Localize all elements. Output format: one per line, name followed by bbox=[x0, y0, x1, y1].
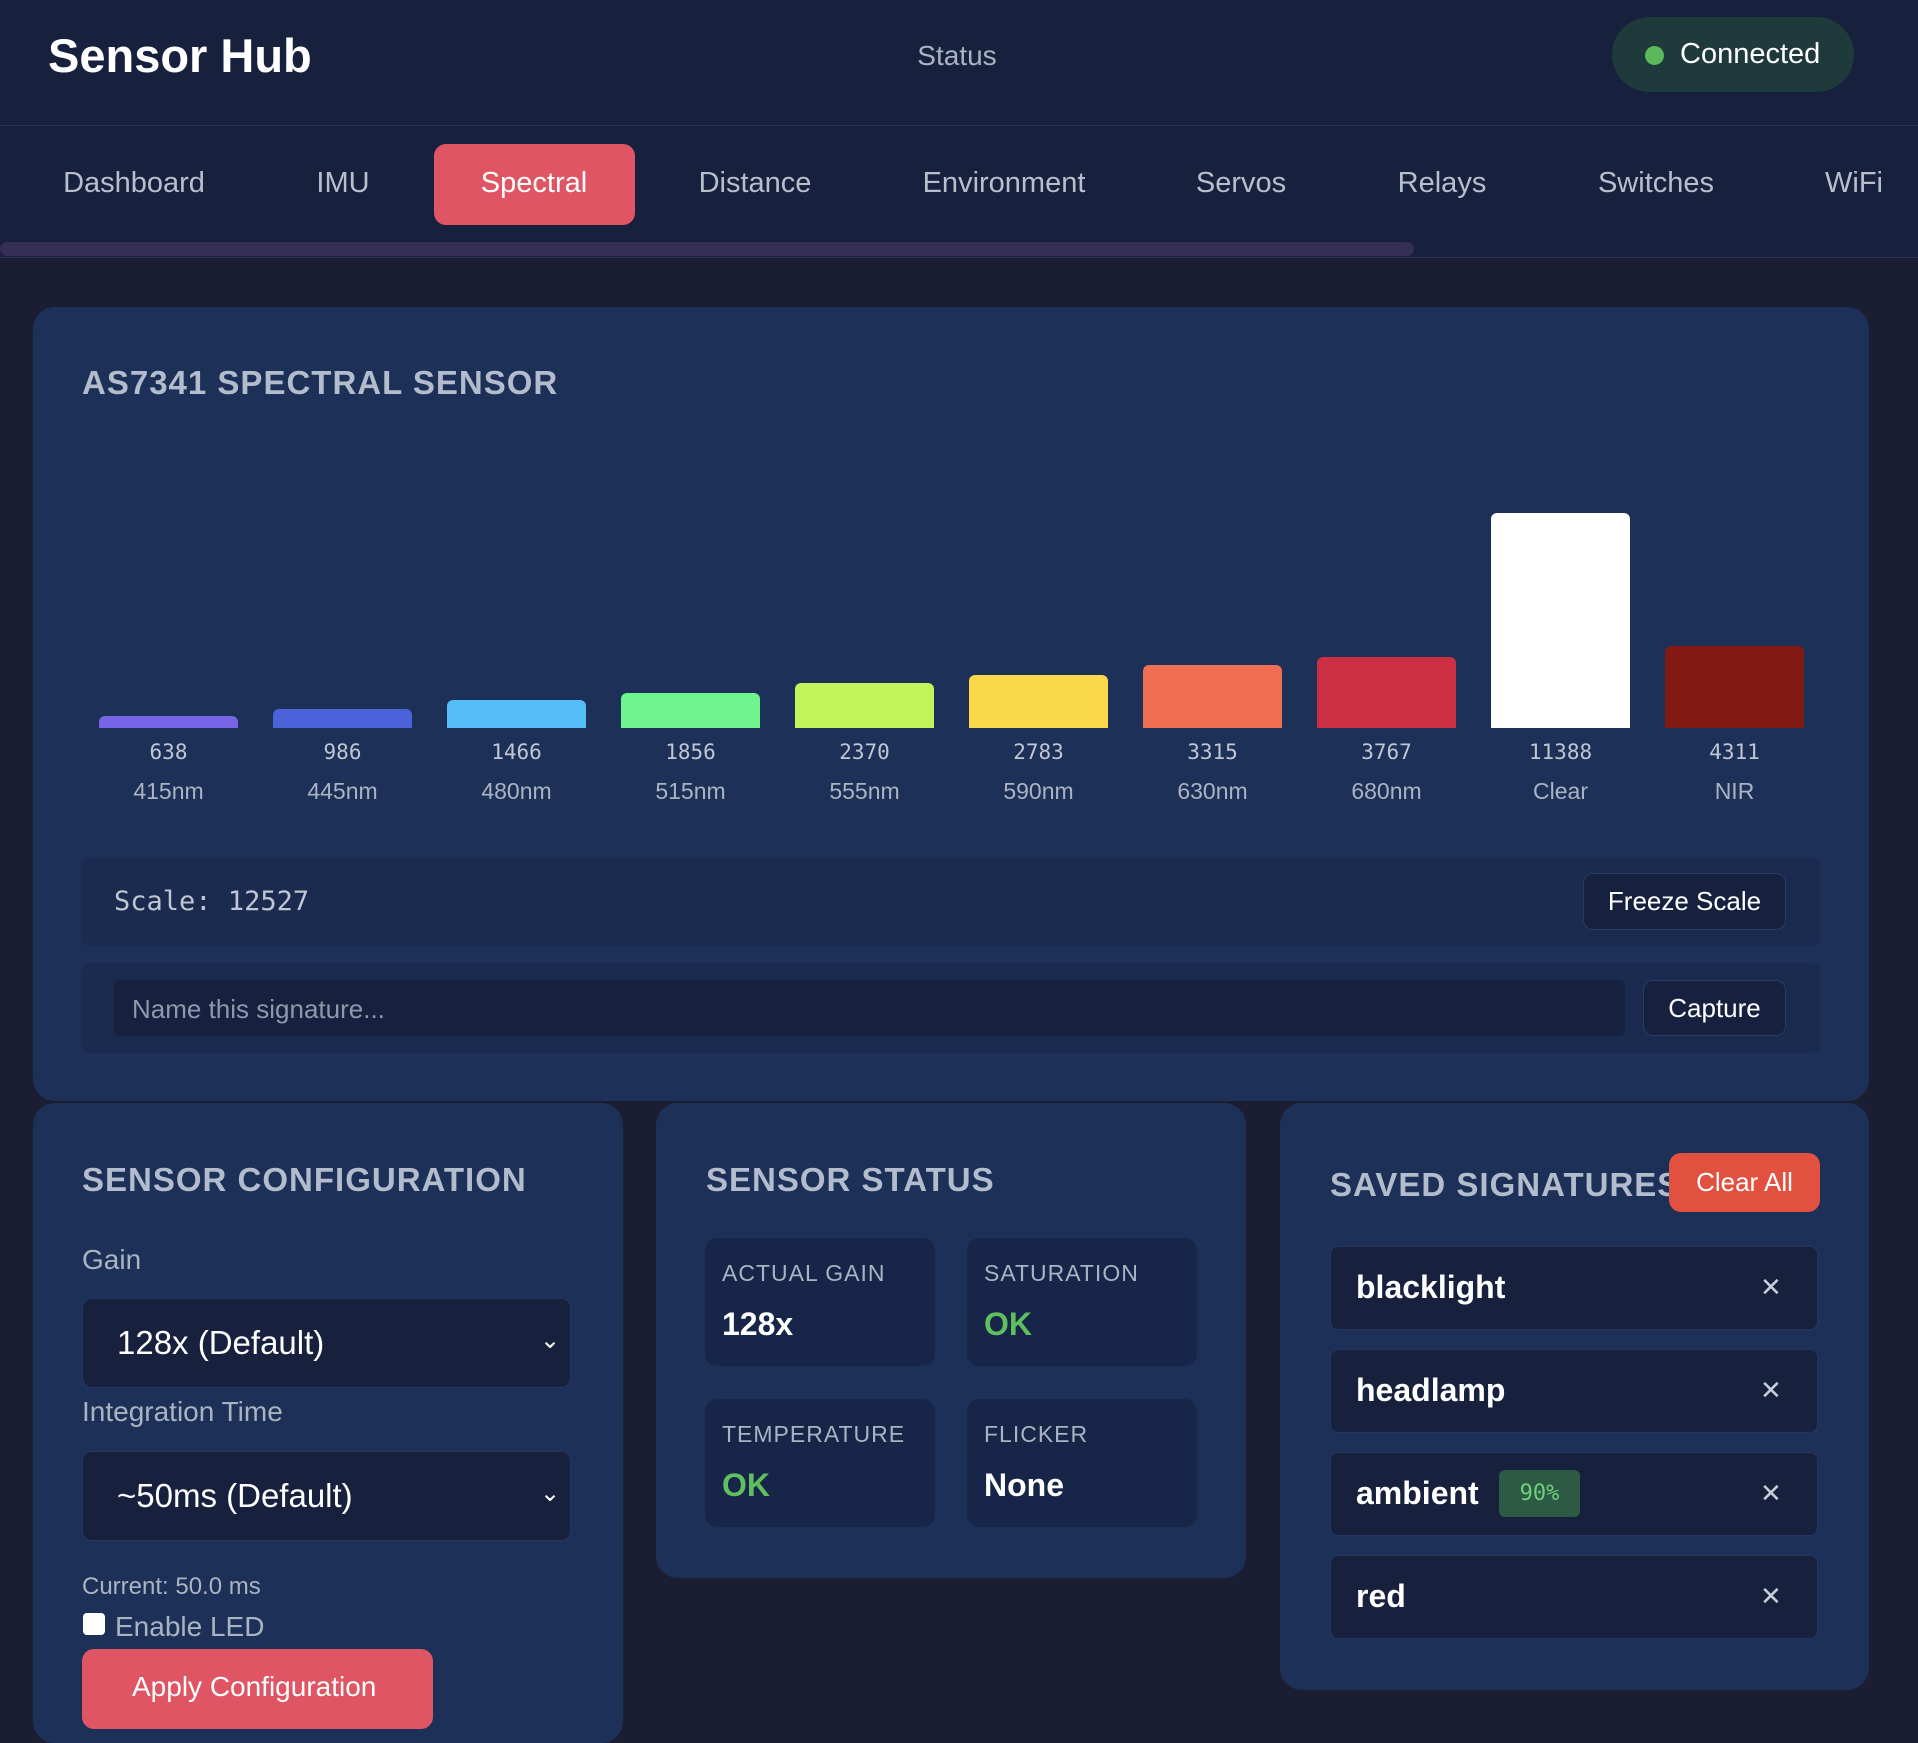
field-label: Integration Time bbox=[82, 1396, 283, 1427]
tab[interactable]: IMU bbox=[316, 167, 370, 199]
signature-item bbox=[1330, 1349, 1818, 1433]
category-label: 630nm bbox=[1177, 778, 1248, 804]
card-title: SENSOR CONFIGURATION bbox=[82, 1161, 527, 1198]
config-card bbox=[33, 1103, 623, 1743]
tab[interactable]: Servos bbox=[1195, 167, 1287, 199]
value-label: 2783 bbox=[1013, 740, 1064, 764]
bar bbox=[1491, 512, 1630, 728]
value-label: 1856 bbox=[665, 740, 716, 764]
value-label: 638 bbox=[149, 740, 188, 764]
tile-value: 128x bbox=[722, 1306, 794, 1342]
scale-label: Scale: bbox=[114, 886, 212, 917]
bar bbox=[1317, 656, 1456, 728]
active-tab-bg bbox=[434, 144, 635, 225]
led-label: Enable LED bbox=[115, 1611, 265, 1642]
connection-text: Connected bbox=[1680, 38, 1821, 70]
spectral-chart: 638 415nm 986 445nm 1466 480nm 1856 515nm 2370 55… bbox=[82, 450, 1822, 810]
tab[interactable]: Dashboard bbox=[63, 167, 205, 199]
connection-dot bbox=[1645, 46, 1664, 65]
category-label: 680nm bbox=[1351, 778, 1422, 804]
signature-item bbox=[1330, 1246, 1818, 1330]
status-tile bbox=[705, 1399, 935, 1527]
status-tile bbox=[967, 1238, 1197, 1366]
card-title: SENSOR STATUS bbox=[706, 1161, 995, 1198]
tile-label: SATURATION bbox=[984, 1260, 1139, 1286]
remove-button[interactable]: ✕ bbox=[1760, 1375, 1782, 1405]
apply-button[interactable]: Apply Configuration bbox=[82, 1649, 433, 1729]
capture-button[interactable]: Capture bbox=[1643, 980, 1786, 1036]
tile-value: None bbox=[984, 1467, 1064, 1503]
status-tile bbox=[705, 1238, 935, 1366]
tile-label: ACTUAL GAIN bbox=[722, 1260, 886, 1286]
signature-name: headlamp bbox=[1356, 1372, 1506, 1408]
category-label: NIR bbox=[1714, 778, 1755, 804]
chevron: ⌄ bbox=[540, 1480, 561, 1507]
category-label: Clear bbox=[1533, 778, 1588, 804]
bar bbox=[447, 700, 586, 728]
value-label: 11388 bbox=[1528, 740, 1593, 764]
scale-value: 12527 bbox=[227, 886, 310, 917]
signature-name: ambient bbox=[1356, 1475, 1479, 1511]
current-text: Current: 50.0 ms bbox=[82, 1573, 261, 1600]
bar bbox=[795, 683, 934, 728]
gain-select[interactable]: 128x (Default) bbox=[82, 1298, 571, 1388]
status-tile bbox=[967, 1399, 1197, 1527]
bar bbox=[99, 715, 238, 728]
value-label: 4311 bbox=[1709, 740, 1760, 764]
tab[interactable]: WiFi bbox=[1825, 167, 1883, 199]
field-label: Gain bbox=[82, 1244, 142, 1275]
bar bbox=[621, 692, 760, 728]
signature-name: blacklight bbox=[1356, 1269, 1506, 1305]
tile-value: OK bbox=[984, 1306, 1032, 1342]
category-label: 480nm bbox=[481, 778, 552, 804]
tab[interactable]: Switches bbox=[1597, 167, 1715, 199]
bar bbox=[1665, 646, 1804, 728]
freeze-button[interactable]: Freeze Scale bbox=[1583, 873, 1786, 930]
tab[interactable]: Relays bbox=[1397, 167, 1487, 199]
tile-label: TEMPERATURE bbox=[722, 1421, 906, 1447]
value-label: 986 bbox=[323, 740, 362, 764]
clear-all-button[interactable]: Clear All bbox=[1669, 1153, 1820, 1212]
bar bbox=[969, 675, 1108, 728]
value-label: 1466 bbox=[491, 740, 542, 764]
category-label: 415nm bbox=[133, 778, 204, 804]
remove-button[interactable]: ✕ bbox=[1760, 1272, 1782, 1302]
match-badge: 90% bbox=[1499, 1470, 1580, 1517]
remove-button[interactable]: ✕ bbox=[1760, 1581, 1782, 1611]
led-checkbox[interactable] bbox=[83, 1613, 105, 1635]
remove-button[interactable]: ✕ bbox=[1760, 1478, 1782, 1508]
bar bbox=[1143, 665, 1282, 728]
signature-name: red bbox=[1356, 1578, 1406, 1614]
app-title: Sensor Hub bbox=[48, 29, 312, 82]
tile-value: OK bbox=[722, 1467, 770, 1503]
signature-item bbox=[1330, 1555, 1818, 1639]
tile-label: FLICKER bbox=[984, 1421, 1089, 1447]
scale-text: Scale: 12527 bbox=[114, 886, 309, 917]
tab[interactable]: Distance bbox=[698, 167, 812, 199]
signature-input[interactable]: Name this signature... bbox=[114, 980, 1625, 1036]
category-label: 590nm bbox=[1003, 778, 1074, 804]
integration-select[interactable]: ~50ms (Default) bbox=[82, 1451, 571, 1541]
category-label: 555nm bbox=[829, 778, 900, 804]
category-label: 515nm bbox=[655, 778, 726, 804]
bar bbox=[273, 709, 412, 728]
card-title: AS7341 SPECTRAL SENSOR bbox=[82, 364, 559, 401]
tab-bar bbox=[0, 126, 1918, 258]
value-label: 2370 bbox=[839, 740, 890, 764]
category-label: 445nm bbox=[307, 778, 378, 804]
header bbox=[0, 0, 1918, 126]
tab[interactable]: Spectral bbox=[480, 167, 588, 199]
card-title: SAVED SIGNATURES bbox=[1330, 1166, 1681, 1203]
scale-row bbox=[82, 857, 1820, 946]
status-label: Status bbox=[917, 40, 997, 71]
value-label: 3315 bbox=[1187, 740, 1238, 764]
tab[interactable]: Environment bbox=[922, 167, 1086, 199]
value-label: 3767 bbox=[1361, 740, 1412, 764]
scrollbar bbox=[0, 242, 1414, 256]
chevron: ⌄ bbox=[540, 1327, 561, 1354]
